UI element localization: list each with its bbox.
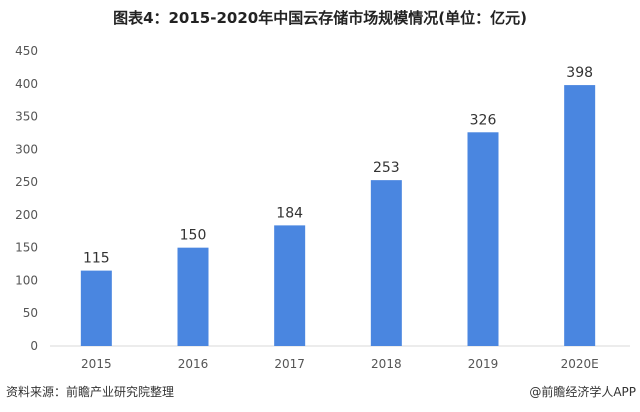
y-tick-label: 50	[23, 306, 38, 320]
y-tick-label: 400	[15, 77, 38, 91]
bar	[564, 85, 596, 346]
x-tick-label: 2020E	[561, 357, 599, 371]
chart-title: 图表4：2015-2020年中国云存储市场规模情况(单位：亿元)	[113, 9, 527, 27]
data-label: 115	[83, 251, 110, 267]
y-tick-label: 300	[15, 142, 38, 156]
bar	[177, 247, 209, 346]
y-tick-label: 350	[15, 110, 38, 124]
data-label: 326	[470, 112, 497, 128]
x-tick-label: 2019	[468, 357, 499, 371]
y-tick-label: 150	[15, 241, 38, 255]
credit-note: @前瞻经济学人APP	[529, 385, 636, 399]
y-tick-label: 200	[15, 208, 38, 222]
data-label: 398	[566, 65, 593, 81]
source-note: 资料来源：前瞻产业研究院整理	[6, 385, 175, 399]
data-label: 150	[180, 228, 207, 244]
bar	[370, 180, 402, 346]
x-tick-label: 2015	[81, 357, 112, 371]
bar	[467, 132, 499, 346]
y-tick-label: 450	[15, 44, 38, 58]
y-tick-label: 250	[15, 175, 38, 189]
x-tick-label: 2017	[274, 357, 305, 371]
data-label: 184	[276, 205, 303, 221]
data-label: 253	[373, 160, 400, 176]
x-tick-label: 2016	[178, 357, 209, 371]
bar	[274, 225, 306, 346]
bar	[80, 270, 112, 346]
x-tick-label: 2018	[371, 357, 402, 371]
y-tick-label: 100	[15, 273, 38, 287]
y-tick-label: 0	[30, 339, 38, 353]
